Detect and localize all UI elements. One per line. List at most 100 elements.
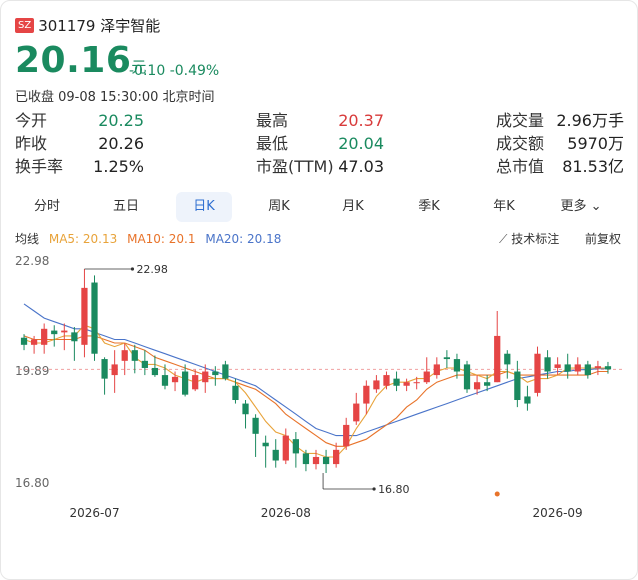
candle-body (473, 382, 481, 390)
tab-label: 周K (268, 199, 290, 214)
candle-body (202, 371, 209, 383)
candle-body (353, 403, 360, 422)
candle-body (232, 385, 239, 401)
candle-body (212, 371, 219, 376)
candle-body (20, 337, 28, 345)
candle-body (423, 371, 430, 383)
y-tick-label: 22.98 (15, 254, 49, 268)
max-label: 22.98 (136, 263, 168, 276)
stat-label: 昨收 (15, 134, 48, 153)
candle-body (343, 424, 350, 447)
min-pointer-dot (372, 487, 376, 491)
tab-4[interactable]: 月K (325, 192, 381, 222)
ma5-legend: MA5: 20.13 (48, 232, 118, 246)
candle-body (403, 382, 410, 386)
x-tick-label: 2026-09 (533, 506, 583, 520)
tab-label: 五日 (112, 199, 139, 214)
candle-body (363, 385, 370, 404)
candle-body (504, 353, 511, 365)
candle-body (584, 364, 591, 376)
candle-body (222, 364, 229, 379)
candle-body (151, 367, 159, 376)
candle-body (181, 371, 189, 395)
candle-body (333, 449, 340, 465)
candle-body (51, 330, 58, 335)
candle-body (494, 335, 501, 383)
tab-label: 更多 (560, 199, 587, 214)
candle-body (534, 353, 541, 393)
stat-value: 20.04 (338, 134, 384, 153)
candle-body (484, 382, 491, 386)
candle-body (81, 287, 88, 345)
candle-body (292, 439, 299, 454)
stat-value: 5970万 (567, 134, 624, 153)
stat-value: 47.03 (338, 157, 384, 176)
candle-body (544, 357, 551, 372)
tab-label: 日K (193, 199, 215, 214)
stat-value: 20.25 (98, 111, 144, 130)
stat-label: 市盈(TTM) (256, 157, 334, 176)
tab-2[interactable]: 日K (176, 192, 232, 222)
tab-5[interactable]: 季K (401, 192, 457, 222)
max-pointer-dot (130, 267, 135, 271)
candle-body (252, 417, 259, 434)
stat-label: 成交量 (496, 111, 545, 130)
tab-6[interactable]: 年K (476, 192, 532, 222)
stat-value: 81.53亿 (562, 157, 624, 176)
current-price: 20.16元 (15, 41, 147, 87)
market-badge: SZ (15, 18, 35, 33)
candle-body (413, 382, 420, 384)
price-value: 20.16 (15, 40, 132, 81)
stock-title[interactable]: 301179 泽宇智能 (38, 17, 161, 35)
candle-body (161, 375, 169, 386)
candle-body (554, 364, 561, 368)
ma20-line (23, 303, 608, 437)
candle-body (524, 396, 531, 404)
stock-header: SZ 301179 泽宇智能 (15, 15, 160, 36)
stat-label: 总市值 (496, 157, 545, 176)
candle-body (393, 378, 400, 386)
candle-body (514, 371, 521, 401)
candle-body (433, 364, 440, 376)
tab-7[interactable]: 更多 ⌄ (553, 192, 609, 222)
candle-body (282, 435, 289, 461)
x-tick-label: 2026-08 (261, 506, 311, 520)
stat-value: 20.26 (98, 134, 144, 153)
candle-body (594, 366, 602, 368)
stat-label: 今开 (15, 111, 48, 130)
candle-body (564, 364, 571, 372)
candle-body (272, 449, 279, 461)
candle-body (453, 359, 461, 372)
stat-label: 最高 (256, 111, 289, 130)
x-tick-label: 2026-07 (69, 506, 119, 520)
chevron-down-icon: ⌄ (586, 199, 602, 214)
tech-annotation-button[interactable]: ⟋ 技术标注 (499, 230, 559, 247)
tech-label: 技术标注 (511, 232, 560, 246)
tab-label: 分时 (33, 199, 60, 214)
candle-body (101, 359, 108, 379)
price-change: -0.10 -0.49% (129, 63, 219, 79)
tab-3[interactable]: 周K (251, 192, 307, 222)
candle-body (373, 380, 380, 390)
min-label: 16.80 (378, 483, 410, 496)
tab-1[interactable]: 五日 (98, 192, 154, 222)
ma-label: 均线 (15, 232, 40, 246)
candle-body (322, 456, 330, 465)
candle-body (131, 350, 138, 361)
period-tabs: 分时 五日 日K 周K 月K 季K 年K 更多 ⌄ (11, 192, 627, 222)
candle-body (61, 330, 68, 333)
change-value: -0.10 (129, 63, 166, 79)
candle-body (30, 339, 38, 345)
adjust-button[interactable]: 前复权 (585, 232, 622, 246)
tab-label: 季K (418, 199, 440, 214)
stat-value: 20.37 (338, 111, 384, 130)
event-marker (494, 491, 500, 497)
tab-0[interactable]: 分时 (19, 192, 75, 222)
candle-body (91, 282, 98, 354)
candle-body (312, 456, 320, 465)
candle-body (192, 375, 199, 390)
candle-body (604, 366, 612, 370)
candle-body (111, 364, 118, 376)
